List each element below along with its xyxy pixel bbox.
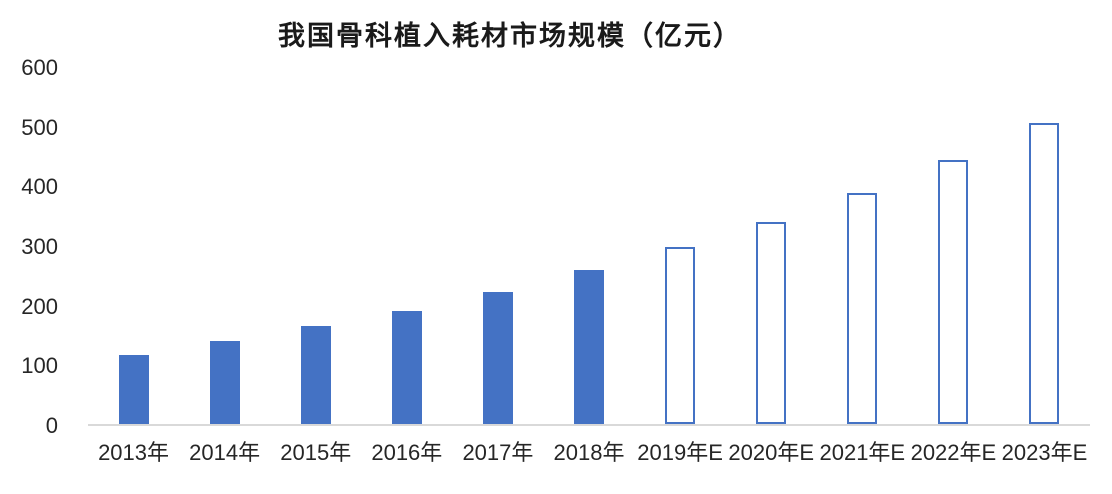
bar-slot — [452, 68, 543, 424]
bar — [938, 159, 969, 424]
x-tick-label: 2022年E — [910, 440, 997, 465]
bar-slot — [88, 68, 179, 424]
bar-slot — [635, 68, 726, 424]
bar — [118, 355, 149, 424]
bar — [209, 341, 240, 424]
bar — [300, 326, 331, 424]
x-tick-label: 2016年 — [371, 440, 443, 465]
x-tick-label: 2015年 — [280, 440, 352, 465]
y-tick-label: 0 — [45, 413, 58, 438]
x-tick-label: 2014年 — [189, 440, 261, 465]
bar-slot — [999, 68, 1090, 424]
x-tick-label: 2017年 — [462, 440, 534, 465]
y-axis: 0 100 200 300 400 500 600 — [0, 57, 58, 437]
chart-title: 我国骨科植入耗材市场规模（亿元） — [278, 21, 742, 52]
bar — [574, 270, 605, 424]
bar-slot — [179, 68, 270, 424]
bar — [482, 292, 513, 424]
bar-slot — [270, 68, 361, 424]
bar — [756, 221, 787, 424]
plot-area — [88, 68, 1090, 426]
bar-slot — [726, 68, 817, 424]
bar — [1029, 122, 1060, 424]
x-axis: 2013年 2014年 2015年 2016年 2017年 2018年 2019年E 2020… — [88, 440, 1090, 466]
bar-slot — [361, 68, 452, 424]
x-tick-label: 2020年E — [728, 440, 815, 465]
y-tick-label: 400 — [21, 174, 58, 200]
y-tick-label: 500 — [21, 114, 58, 140]
x-tick-label: 2021年E — [819, 440, 906, 465]
bar-slot — [817, 68, 908, 424]
x-tick-label: 2013年 — [98, 440, 170, 465]
bar-slot — [543, 68, 634, 424]
y-tick-label: 300 — [21, 234, 58, 259]
bar-slot — [908, 68, 999, 424]
bar — [391, 310, 422, 424]
x-tick-label: 2018年 — [553, 440, 625, 465]
x-tick-label: 2019年E — [637, 440, 723, 465]
y-tick-label: 600 — [21, 55, 58, 80]
y-tick-label: 200 — [21, 293, 58, 319]
bar — [847, 192, 878, 424]
bar — [665, 246, 696, 424]
y-tick-label: 100 — [21, 353, 58, 379]
x-tick-label: 2023年E — [1001, 440, 1088, 465]
